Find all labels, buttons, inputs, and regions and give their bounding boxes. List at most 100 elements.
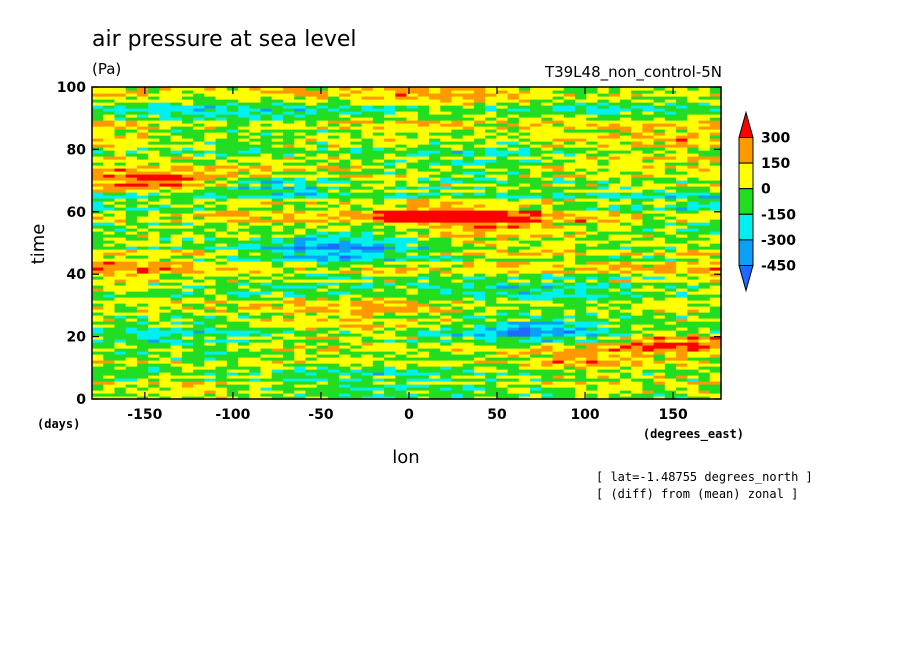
heatmap-cell [541, 147, 554, 151]
heatmap-cell [563, 360, 576, 364]
heatmap-cell [282, 312, 295, 316]
heatmap-cell [305, 210, 318, 214]
heatmap-cell [642, 324, 655, 328]
heatmap-cell [597, 159, 610, 163]
heatmap-cell [327, 144, 340, 148]
heatmap-cell [586, 276, 599, 280]
heatmap-cell [159, 186, 172, 190]
heatmap-cell [619, 327, 632, 331]
heatmap-cell [518, 261, 531, 265]
heatmap-cell [563, 177, 576, 181]
heatmap-cell [608, 330, 621, 334]
heatmap-cell [204, 318, 217, 322]
heatmap-cell [148, 162, 160, 166]
heatmap-cell [687, 315, 700, 319]
heatmap-cell [305, 240, 318, 244]
heatmap-cell [664, 366, 677, 370]
heatmap-cell [485, 363, 497, 367]
heatmap-cell [316, 381, 329, 385]
heatmap-cell [170, 369, 183, 373]
heatmap-cell [664, 357, 677, 361]
heatmap-cell [642, 360, 655, 364]
heatmap-cell [327, 192, 340, 196]
heatmap-cell [103, 174, 116, 178]
heatmap-cell [597, 180, 610, 184]
heatmap-cell [327, 234, 340, 238]
heatmap-cell [384, 354, 396, 358]
heatmap-cell [384, 198, 396, 202]
heatmap-cell [282, 195, 295, 199]
heatmap-cell [507, 264, 520, 268]
heatmap-cell [395, 279, 408, 283]
heatmap-cell [305, 204, 318, 208]
heatmap-cell [181, 174, 194, 178]
heatmap-cell [709, 360, 722, 364]
heatmap-cell [642, 216, 655, 220]
heatmap-cell [552, 321, 565, 325]
heatmap-cell [608, 306, 621, 310]
heatmap-cell [586, 258, 599, 262]
heatmap-cell [496, 375, 509, 379]
heatmap-cell [507, 360, 520, 364]
heatmap-cell [496, 393, 509, 397]
heatmap-cell [586, 171, 599, 175]
heatmap-cell [305, 177, 318, 181]
heatmap-cell [215, 213, 228, 217]
heatmap-cell [451, 192, 464, 196]
heatmap-cell [372, 147, 385, 151]
heatmap-cell [530, 339, 542, 343]
heatmap-cell [282, 396, 295, 400]
heatmap-cell [170, 300, 183, 304]
heatmap-cell [597, 255, 610, 259]
heatmap-cell [204, 270, 217, 274]
heatmap-cell [226, 264, 239, 268]
heatmap-cell [372, 276, 385, 280]
heatmap-cell [698, 186, 711, 190]
heatmap-cell [103, 129, 116, 133]
heatmap-cell [541, 165, 554, 169]
heatmap-cell [249, 273, 262, 277]
heatmap-cell [148, 312, 160, 316]
heatmap-cell [451, 318, 464, 322]
heatmap-cell [574, 192, 587, 196]
heatmap-cell [193, 147, 205, 151]
heatmap-cell [193, 324, 205, 328]
heatmap-cell [148, 333, 160, 337]
heatmap-cell [541, 282, 554, 286]
heatmap-cell [518, 210, 531, 214]
heatmap-cell [586, 249, 599, 253]
heatmap-cell [462, 249, 475, 253]
heatmap-cell [103, 213, 116, 217]
heatmap-cell [428, 309, 441, 313]
heatmap-cell [406, 234, 419, 238]
heatmap-cell [350, 354, 363, 358]
heatmap-cell [496, 381, 509, 385]
heatmap-cell [193, 237, 205, 241]
heatmap-cell [361, 192, 374, 196]
heatmap-cell [249, 207, 262, 211]
heatmap-cell [709, 372, 722, 376]
heatmap-cell [395, 141, 408, 145]
heatmap-cell [125, 285, 138, 289]
heatmap-cell [204, 372, 217, 376]
heatmap-cell [372, 318, 385, 322]
heatmap-cell [530, 357, 542, 361]
heatmap-cell [619, 318, 632, 322]
heatmap-cell [148, 258, 160, 262]
heatmap-cell [541, 387, 554, 391]
heatmap-cell [597, 264, 610, 268]
heatmap-cell [282, 378, 295, 382]
heatmap-cell [440, 330, 453, 334]
heatmap-cell [462, 291, 475, 295]
heatmap-cell [619, 183, 632, 187]
heatmap-cell [530, 384, 542, 388]
heatmap-cell [181, 315, 194, 319]
heatmap-cell [552, 171, 565, 175]
heatmap-cell [282, 291, 295, 295]
heatmap-cell [530, 321, 542, 325]
heatmap-cell [664, 300, 677, 304]
heatmap-cell [305, 330, 318, 334]
heatmap-cell [159, 141, 172, 145]
heatmap-cell [406, 345, 419, 349]
heatmap-cell [440, 144, 453, 148]
